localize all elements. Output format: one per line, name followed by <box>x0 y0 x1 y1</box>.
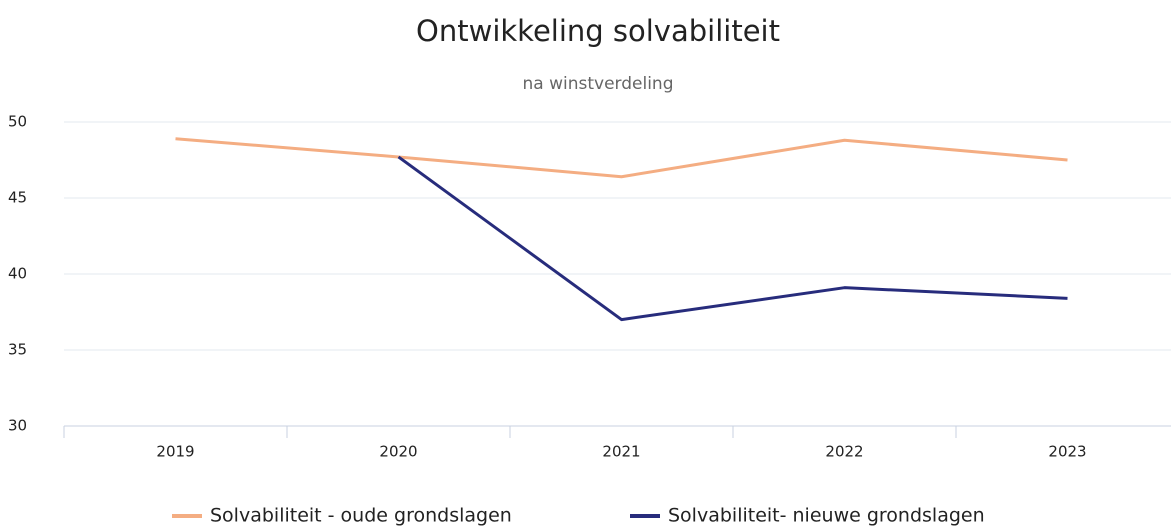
y-tick-label: 30 <box>8 417 27 435</box>
x-tick-label: 2020 <box>379 443 417 461</box>
chart-subtitle: na winstverdeling <box>523 74 674 94</box>
series-line <box>175 137 1068 179</box>
x-tick-label: 2019 <box>156 443 194 461</box>
x-tick-label: 2021 <box>602 443 640 461</box>
series-line <box>397 155 1068 322</box>
y-tick-label: 40 <box>8 265 27 283</box>
x-tick-label: 2022 <box>825 443 863 461</box>
y-tick-label: 35 <box>8 341 27 359</box>
y-tick-label: 45 <box>8 189 27 207</box>
x-tick-label: 2023 <box>1048 443 1086 461</box>
chart-title: Ontwikkeling solvabiliteit <box>416 14 780 48</box>
legend-label: Solvabiliteit- nieuwe grondslagen <box>668 505 985 526</box>
legend-label: Solvabiliteit - oude grondslagen <box>210 505 512 526</box>
y-tick-label: 50 <box>8 113 27 131</box>
